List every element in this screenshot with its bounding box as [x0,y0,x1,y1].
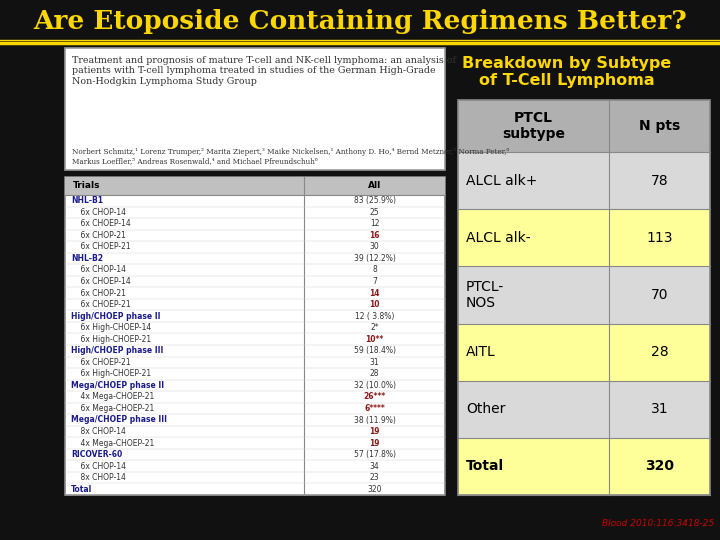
Bar [65,177,445,495]
Text: 6x CHOP-14: 6x CHOP-14 [71,462,126,471]
Bar [458,100,710,152]
Text: 2*: 2* [370,323,379,332]
Text: 6x High-CHOEP-21: 6x High-CHOEP-21 [71,335,151,344]
Text: 26***: 26*** [364,393,386,401]
Text: Total: Total [71,485,92,494]
Bar [458,266,710,323]
Text: 8x CHOP-14: 8x CHOP-14 [71,427,126,436]
Text: 320: 320 [645,460,674,474]
Bar [65,177,445,195]
Text: 57 (17.8%): 57 (17.8%) [354,450,396,459]
Text: 38 (11.9%): 38 (11.9%) [354,415,395,424]
Text: 6x CHOEP-21: 6x CHOEP-21 [71,242,130,252]
Text: 23: 23 [370,473,379,482]
Text: 6x CHOP-21: 6x CHOP-21 [71,288,126,298]
Text: 32 (10.0%): 32 (10.0%) [354,381,396,390]
Text: 113: 113 [647,231,672,245]
Text: RICOVER-60: RICOVER-60 [71,450,122,459]
Text: Mega/CHOEP phase II: Mega/CHOEP phase II [71,381,164,390]
Bar [458,381,710,438]
Text: 78: 78 [651,173,668,187]
Text: 6x CHOP-14: 6x CHOP-14 [71,208,126,217]
Text: NHL-B1: NHL-B1 [71,196,103,205]
Text: 16: 16 [369,231,380,240]
Text: ALCL alk+: ALCL alk+ [466,173,537,187]
Bar [458,152,710,209]
Text: AITL: AITL [466,345,496,359]
Text: 6x CHOEP-21: 6x CHOEP-21 [71,358,130,367]
Text: 6x CHOEP-21: 6x CHOEP-21 [71,300,130,309]
Text: PTCL-
NOS: PTCL- NOS [466,280,504,310]
Text: 14: 14 [369,288,380,298]
Text: 30: 30 [370,242,379,252]
Text: Treatment and prognosis of mature T-cell and NK-cell lymphoma: an analysis of
pa: Treatment and prognosis of mature T-cell… [72,56,456,86]
Text: 320: 320 [367,485,382,494]
Text: All: All [368,181,382,191]
Text: PTCL
subtype: PTCL subtype [502,111,565,141]
Bar [458,438,710,495]
Text: 59 (18.4%): 59 (18.4%) [354,346,396,355]
Text: 19: 19 [369,427,380,436]
Text: 19: 19 [369,438,380,448]
Text: 4x Mega-CHOEP-21: 4x Mega-CHOEP-21 [71,438,154,448]
Text: 70: 70 [651,288,668,302]
Bar [458,323,710,381]
Text: Total: Total [466,460,504,474]
Text: Other: Other [466,402,505,416]
Text: 12: 12 [370,219,379,228]
Text: Are Etoposide Containing Regimens Better?: Are Etoposide Containing Regimens Better… [33,10,687,35]
Text: 6x High-CHOEP-14: 6x High-CHOEP-14 [71,323,151,332]
Text: 34: 34 [370,462,379,471]
Text: 28: 28 [370,369,379,379]
Text: Trials: Trials [73,181,101,191]
Text: 6x CHOP-21: 6x CHOP-21 [71,231,126,240]
Text: N pts: N pts [639,119,680,133]
Text: 31: 31 [651,402,668,416]
Text: 7: 7 [372,277,377,286]
Text: 12 ( 3.8%): 12 ( 3.8%) [355,312,395,321]
Text: 6x CHOEP-14: 6x CHOEP-14 [71,219,131,228]
Text: 10: 10 [369,300,380,309]
Text: 10**: 10** [366,335,384,344]
Text: 4x Mega-CHOEP-21: 4x Mega-CHOEP-21 [71,393,154,401]
Text: Blood 2010;116:3418-25: Blood 2010;116:3418-25 [602,519,714,528]
Text: 25: 25 [370,208,379,217]
Text: 6x High-CHOEP-21: 6x High-CHOEP-21 [71,369,151,379]
Text: High/CHOEP phase III: High/CHOEP phase III [71,346,163,355]
Bar [458,209,710,266]
Text: 6****: 6**** [364,404,385,413]
Text: 39 (12.2%): 39 (12.2%) [354,254,395,263]
Text: 6x Mega-CHOEP-21: 6x Mega-CHOEP-21 [71,404,154,413]
Text: Mega/CHOEP phase III: Mega/CHOEP phase III [71,415,167,424]
Text: 28: 28 [651,345,668,359]
Bar [458,100,710,495]
Text: 6x CHOEP-14: 6x CHOEP-14 [71,277,131,286]
Text: 6x CHOP-14: 6x CHOP-14 [71,266,126,274]
Text: Breakdown by Subtype
of T-Cell Lymphoma: Breakdown by Subtype of T-Cell Lymphoma [462,56,672,88]
Text: NHL-B2: NHL-B2 [71,254,103,263]
Text: 8x CHOP-14: 8x CHOP-14 [71,473,126,482]
Bar [65,48,445,170]
Text: 31: 31 [370,358,379,367]
Text: High/CHOEP phase II: High/CHOEP phase II [71,312,161,321]
Text: 83 (25.9%): 83 (25.9%) [354,196,396,205]
Text: ALCL alk-: ALCL alk- [466,231,531,245]
Text: Norbert Schmitz,¹ Lorenz Trumper,² Marita Ziepert,³ Maike Nickelsen,¹ Anthony D.: Norbert Schmitz,¹ Lorenz Trumper,² Marit… [72,148,509,165]
Text: 8: 8 [372,266,377,274]
